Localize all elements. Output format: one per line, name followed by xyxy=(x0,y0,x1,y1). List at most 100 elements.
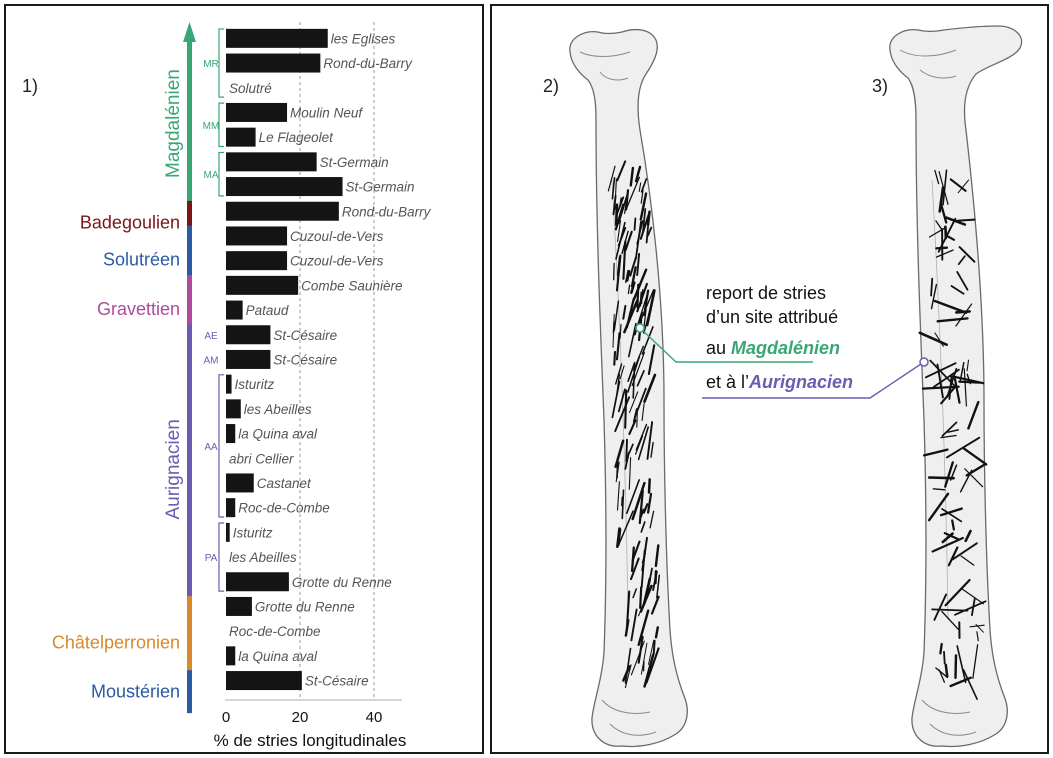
bar xyxy=(226,522,230,542)
scratch-mark xyxy=(627,355,641,393)
bar xyxy=(226,275,299,295)
scratch-mark xyxy=(627,361,636,383)
bar-label: Rond-du-Barry xyxy=(323,56,413,71)
scratch-mark xyxy=(611,380,621,419)
panel-label-3: 3) xyxy=(872,76,888,96)
scratch-mark xyxy=(656,574,661,599)
scratch-mark xyxy=(615,363,623,385)
scratch-mark xyxy=(954,310,971,314)
scratch-mark xyxy=(638,182,642,192)
scratch-mark xyxy=(954,600,987,616)
scratch-mark xyxy=(933,299,968,314)
scratch-mark xyxy=(943,650,946,665)
scratch-mark xyxy=(956,270,969,291)
scratch-mark xyxy=(635,423,648,451)
bar xyxy=(226,596,252,616)
scratch-mark xyxy=(958,246,976,263)
annotation-line-1: report de stries xyxy=(706,283,826,303)
scratch-mark xyxy=(615,461,620,483)
scratch-mark xyxy=(646,492,653,514)
scratch-mark xyxy=(636,370,645,387)
scratch-mark xyxy=(944,461,954,488)
scratch-mark xyxy=(927,476,955,480)
scratch-mark xyxy=(957,255,966,266)
annotation-leader-purple xyxy=(702,361,925,399)
scratch-mark xyxy=(624,269,629,283)
scratch-mark xyxy=(966,373,971,385)
annotation-marker-purple xyxy=(919,357,929,367)
x-tick-label: 0 xyxy=(222,709,230,726)
subperiod-bracket xyxy=(218,151,224,197)
scratch-mark xyxy=(612,195,617,216)
scratch-mark xyxy=(612,321,615,334)
scratch-mark xyxy=(956,218,976,222)
bar xyxy=(226,53,321,73)
scratch-mark xyxy=(625,438,628,463)
scratch-mark xyxy=(628,391,639,414)
bar-label: Roc-de-Combe xyxy=(229,624,321,639)
scratch-mark xyxy=(632,588,638,599)
subperiod-label: PA xyxy=(205,553,218,564)
period-bar xyxy=(187,225,192,294)
scratch-mark xyxy=(625,479,641,515)
scratch-mark xyxy=(628,443,634,454)
scratch-mark xyxy=(964,529,972,543)
period-bar xyxy=(187,670,192,714)
bar-label: St-Germain xyxy=(346,180,415,195)
bar xyxy=(226,572,289,592)
scratch-mark xyxy=(623,193,629,214)
scratch-mark xyxy=(929,359,956,387)
period-label: Moustérien xyxy=(91,682,180,702)
annotation-aurignacien: Aurignacien xyxy=(748,372,853,392)
scratch-mark xyxy=(930,277,934,297)
bar-label: Combe Saunière xyxy=(301,278,402,293)
annotation-marker-green xyxy=(635,323,645,333)
scratch-mark xyxy=(630,640,645,676)
scratch-mark xyxy=(618,510,634,545)
scratch-mark xyxy=(928,492,950,522)
scratch-mark xyxy=(639,213,650,240)
scratch-mark xyxy=(622,240,627,280)
bar-label: Isturitz xyxy=(235,377,275,392)
scratch-mark xyxy=(636,283,640,309)
scratch-mark xyxy=(616,527,621,549)
scratch-mark xyxy=(607,165,616,192)
scratch-mark xyxy=(935,246,949,250)
scratch-mark xyxy=(631,481,646,521)
scratch-mark xyxy=(617,388,626,413)
scratch-mark xyxy=(935,667,949,679)
scratch-mark xyxy=(616,160,627,182)
scratch-mark xyxy=(640,178,648,193)
scratch-mark xyxy=(960,555,975,566)
scratch-mark xyxy=(647,478,651,494)
annotation-line-3: au Magdalénien xyxy=(706,338,840,358)
scratch-mark xyxy=(641,326,654,355)
scratch-mark xyxy=(637,426,650,461)
scratch-mark xyxy=(621,489,625,520)
scratch-mark xyxy=(616,256,621,276)
subperiod-bracket xyxy=(218,522,224,592)
scratch-mark xyxy=(643,373,657,403)
bone-illustration-2 xyxy=(569,28,688,748)
bar-label: Castanet xyxy=(257,476,312,491)
scratch-mark xyxy=(918,331,948,347)
scratch-mark xyxy=(646,421,654,460)
scratch-mark xyxy=(632,408,638,423)
bone-illustration-3 xyxy=(889,25,1023,748)
scratch-mark xyxy=(939,642,943,655)
scratch-mark xyxy=(624,389,628,429)
scratch-mark xyxy=(630,557,640,581)
scratch-mark xyxy=(956,645,967,684)
scratch-mark xyxy=(936,249,954,258)
annotation: report de stries d’un site attribué au M… xyxy=(635,283,929,399)
scratch-mark xyxy=(634,165,642,183)
scratch-mark xyxy=(613,350,617,366)
scratch-mark xyxy=(636,408,638,428)
scratch-mark xyxy=(637,609,650,646)
scratch-mark xyxy=(963,368,968,407)
scratch-mark xyxy=(931,536,964,553)
bar-label: St-Césaire xyxy=(273,328,337,343)
bar-label: les Abeilles xyxy=(229,550,297,565)
scratch-mark xyxy=(654,626,659,639)
